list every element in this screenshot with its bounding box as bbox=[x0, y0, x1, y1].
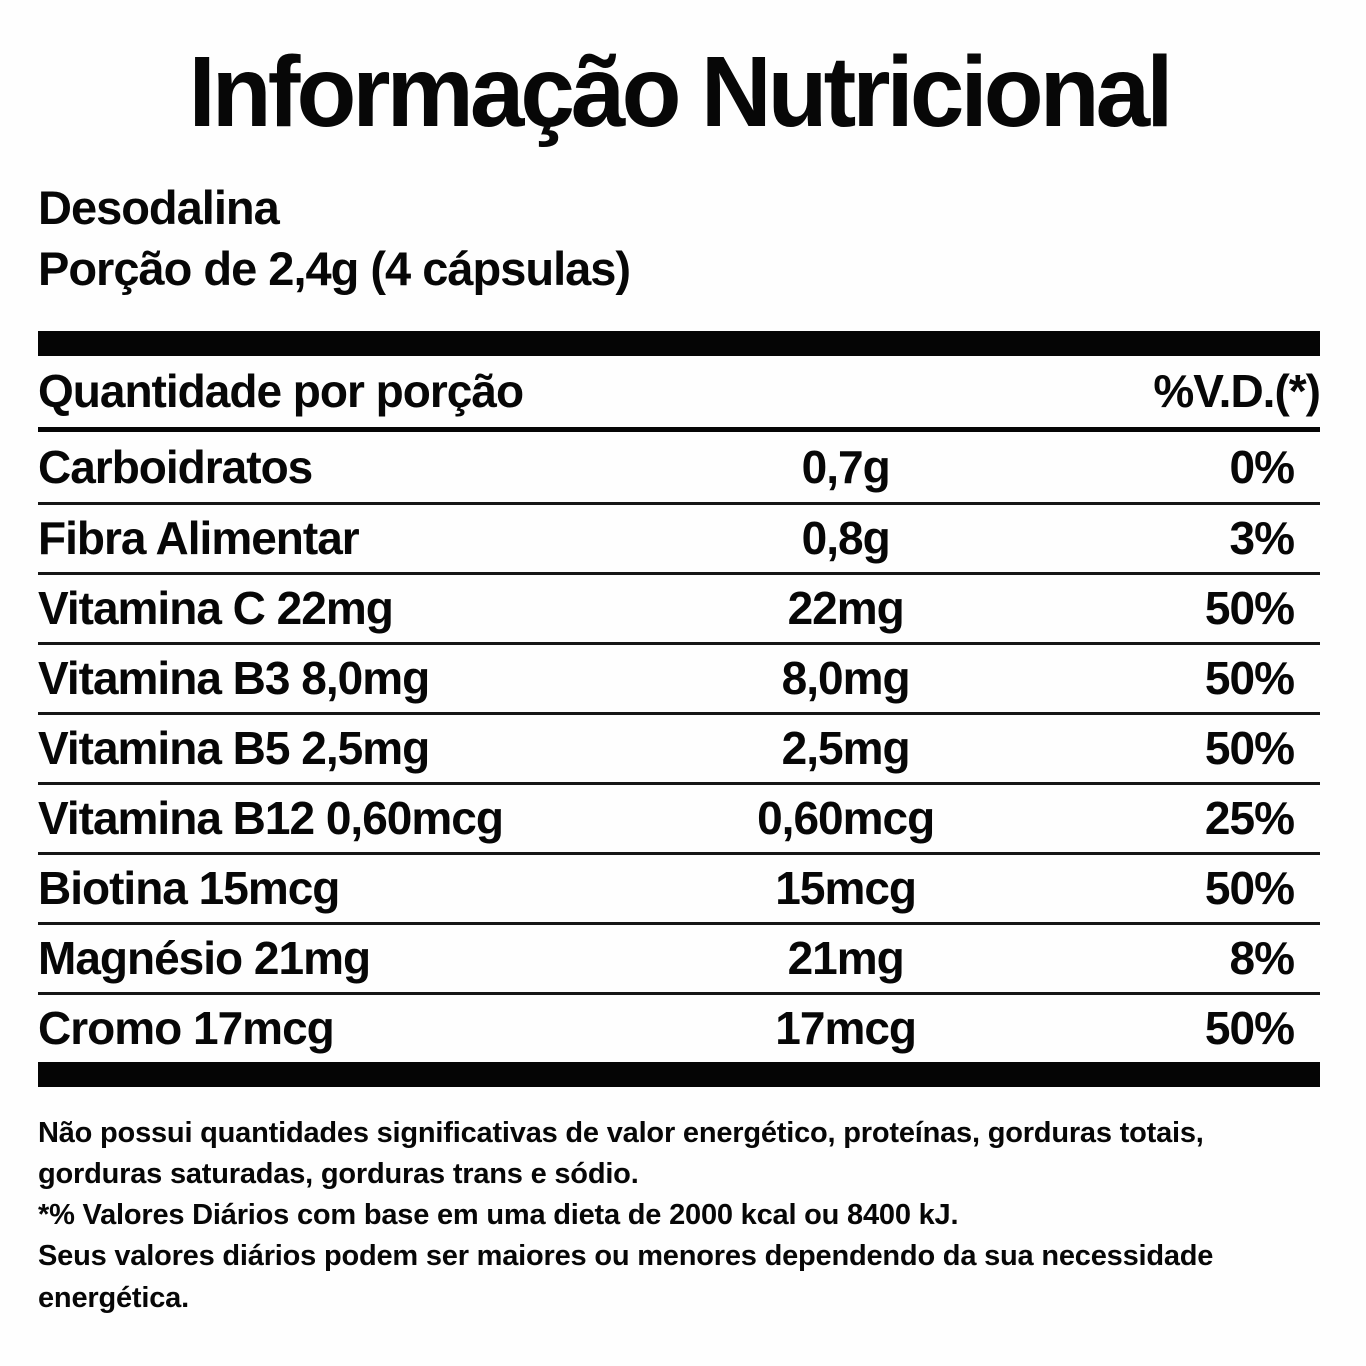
nutrient-name: Vitamina B5 2,5mg bbox=[38, 722, 430, 775]
nutrient-amount: 0,8g bbox=[801, 512, 891, 565]
nutrient-dv: 50% bbox=[1204, 582, 1295, 635]
nutrient-name: Vitamina C 22mg bbox=[38, 582, 394, 635]
nutrient-amount: 22mg bbox=[787, 582, 905, 635]
nutrient-amount: 2,5mg bbox=[781, 722, 911, 775]
nutrient-amount: 0,7g bbox=[801, 440, 891, 493]
divider-bar-top bbox=[38, 330, 1320, 356]
nutrient-name: Carboidratos bbox=[38, 440, 313, 493]
column-header-quantity: Quantidade por porção bbox=[38, 365, 524, 418]
serving-size: Porção de 2,4g (4 cápsulas) bbox=[38, 242, 631, 296]
table-row: Cromo 17mcg 17mcg 50% bbox=[38, 991, 1320, 1062]
nutrient-dv: 0% bbox=[1229, 440, 1295, 493]
table-row: Biotina 15mcg 15mcg 50% bbox=[38, 851, 1320, 922]
nutrient-dv: 50% bbox=[1204, 652, 1295, 705]
nutrient-name: Fibra Alimentar bbox=[38, 512, 360, 565]
table-row: Vitamina C 22mg 22mg 50% bbox=[38, 571, 1320, 642]
divider-bar-bottom bbox=[38, 1061, 1320, 1087]
nutrition-table: Quantidade por porção %V.D.(*) Carboidra… bbox=[38, 356, 1321, 1062]
product-name: Desodalina bbox=[38, 181, 280, 234]
column-header-dv: %V.D.(*) bbox=[1153, 365, 1321, 418]
nutrient-amount: 21mg bbox=[787, 932, 905, 985]
nutrient-name: Biotina 15mcg bbox=[38, 862, 340, 915]
nutrient-amount: 8,0mg bbox=[781, 652, 911, 705]
nutrient-amount: 17mcg bbox=[775, 1002, 917, 1055]
nutrient-amount: 0,60mcg bbox=[757, 792, 935, 845]
nutrient-name: Cromo 17mcg bbox=[38, 1002, 335, 1055]
page-title: Informação Nutricional bbox=[188, 36, 1173, 148]
table-row: Fibra Alimentar 0,8g 3% bbox=[38, 501, 1320, 572]
note-daily-values-vary: Seus valores diários podem ser maiores o… bbox=[38, 1240, 1214, 1314]
table-row: Vitamina B3 8,0mg 8,0mg 50% bbox=[38, 641, 1320, 712]
table-row: Carboidratos 0,7g 0% bbox=[38, 432, 1320, 502]
note-daily-values-basis: *% Valores Diários com base em uma dieta… bbox=[38, 1199, 959, 1232]
nutrient-dv: 50% bbox=[1204, 1002, 1295, 1055]
nutrient-dv: 25% bbox=[1204, 792, 1295, 845]
table-row: Magnésio 21mg 21mg 8% bbox=[38, 921, 1320, 992]
nutrient-amount: 15mcg bbox=[775, 862, 917, 915]
note-no-significant-amounts: Não possui quantidades significativas de… bbox=[38, 1116, 1204, 1191]
nutrient-dv: 50% bbox=[1204, 862, 1295, 915]
nutrient-name: Vitamina B3 8,0mg bbox=[38, 652, 430, 705]
nutrient-dv: 8% bbox=[1229, 932, 1295, 985]
nutrient-dv: 50% bbox=[1204, 722, 1295, 775]
nutrient-name: Vitamina B12 0,60mcg bbox=[38, 792, 504, 845]
table-header-row: Quantidade por porção %V.D.(*) bbox=[38, 356, 1321, 432]
table-row: Vitamina B12 0,60mcg 0,60mcg 25% bbox=[38, 781, 1320, 852]
nutrient-dv: 3% bbox=[1229, 512, 1295, 565]
nutrient-name: Magnésio 21mg bbox=[38, 932, 371, 985]
footer-notes: Não possui quantidades significativas de… bbox=[38, 1113, 1320, 1319]
table-row: Vitamina B5 2,5mg 2,5mg 50% bbox=[38, 711, 1320, 782]
